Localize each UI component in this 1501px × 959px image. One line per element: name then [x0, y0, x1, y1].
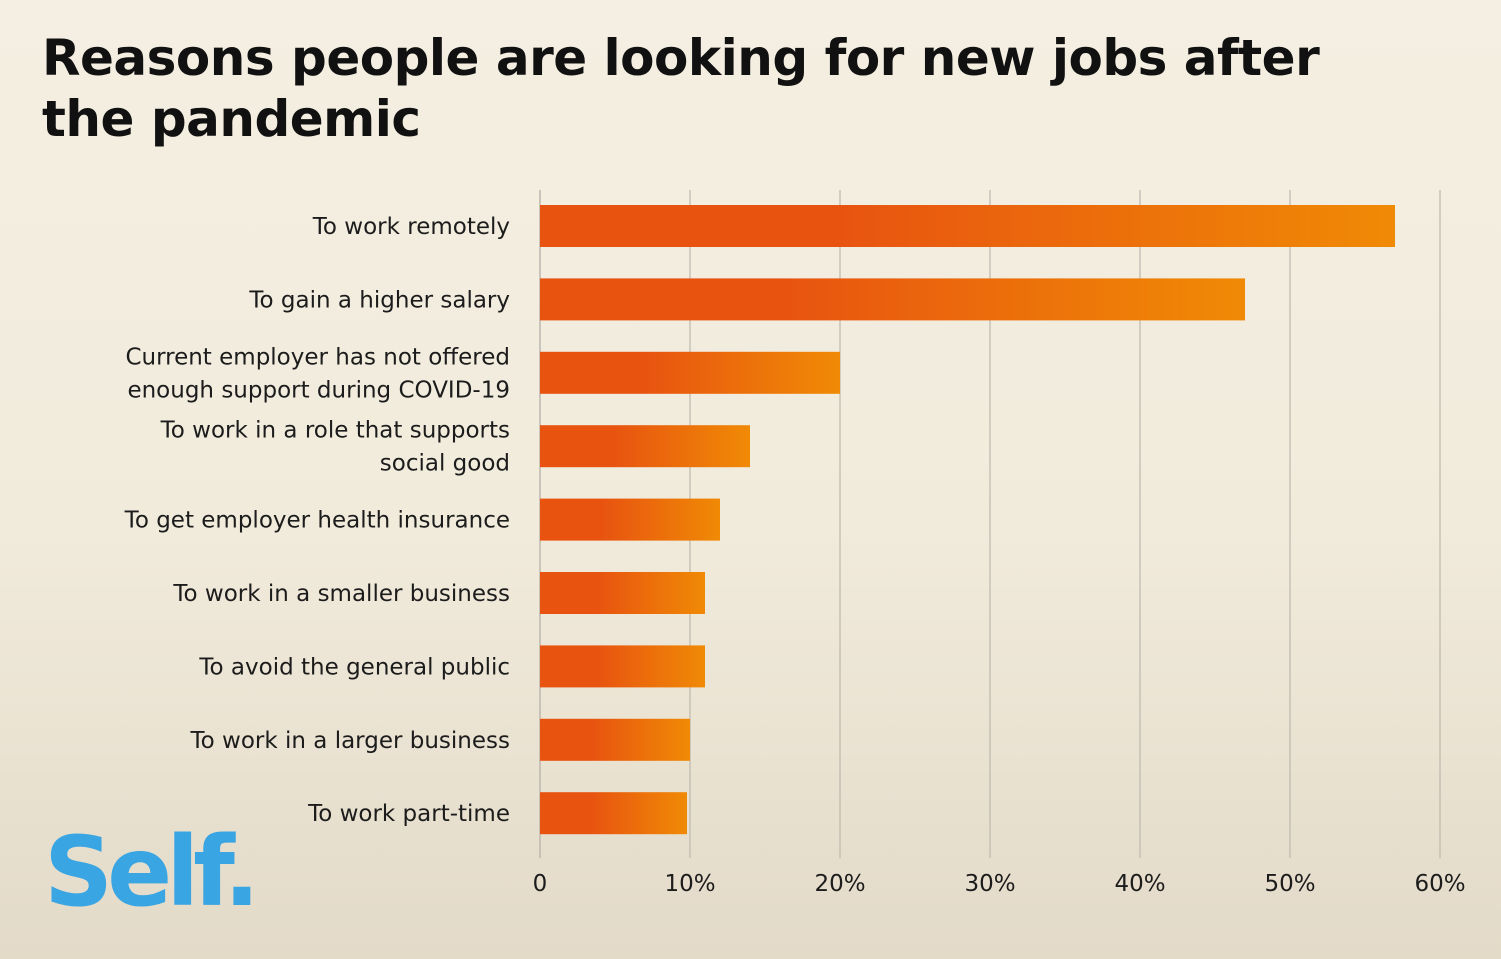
category-label: To work in a larger business	[190, 728, 510, 754]
x-tick-label: 50%	[1264, 871, 1315, 897]
x-tick-label: 40%	[1114, 871, 1165, 897]
x-axis-ticks: 0 10% 20% 30% 40% 50% 60%	[533, 871, 1466, 897]
bar	[540, 425, 750, 468]
self-logo: Self.	[44, 822, 260, 922]
bars	[540, 205, 1395, 835]
category-label: To work in a smaller business	[172, 581, 510, 607]
bar	[540, 498, 720, 541]
chart-title: Reasons people are looking for new jobs …	[42, 29, 1320, 148]
bar	[540, 718, 690, 761]
category-label: To get employer health insurance	[124, 508, 510, 534]
x-tick-label: 30%	[964, 871, 1015, 897]
x-tick-label: 10%	[664, 871, 715, 897]
category-label: To gain a higher salary	[248, 287, 510, 313]
x-tick-label: 60%	[1414, 871, 1465, 897]
category-label: To work in a role that supports social go…	[160, 418, 510, 477]
category-label: To work remotely	[312, 214, 510, 240]
logo-text: Self.	[44, 816, 260, 928]
bar	[540, 278, 1245, 321]
category-label: To work part-time	[307, 801, 510, 827]
bar	[540, 645, 705, 688]
category-labels: To work remotely To gain a higher salary C…	[124, 214, 510, 827]
x-tick-label: 20%	[814, 871, 865, 897]
bar	[540, 351, 840, 394]
category-label: To avoid the general public	[198, 654, 510, 680]
bar	[540, 792, 687, 835]
category-label: Current employer has not offered enough s…	[125, 344, 510, 403]
bar	[540, 205, 1395, 247]
bar	[540, 572, 705, 614]
x-tick-label: 0	[533, 871, 548, 897]
